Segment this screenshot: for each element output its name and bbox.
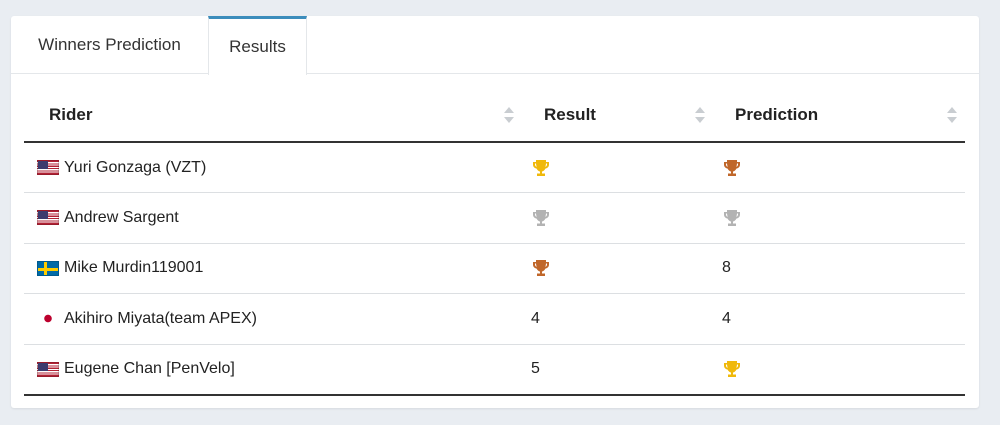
rider-name: Eugene Chan [PenVelo]: [64, 360, 235, 377]
result-cell: 4: [522, 293, 713, 345]
table-row: Andrew Sargent: [24, 192, 965, 244]
prediction-cell: 4: [713, 293, 965, 345]
rank-value: 5: [531, 360, 540, 377]
trophy-bronze-icon: [531, 258, 551, 278]
result-cell: [522, 192, 713, 244]
result-cell: [522, 243, 713, 294]
results-table: Rider Result Prediction Yuri Gonzaga (VZ…: [24, 88, 965, 396]
tab-results[interactable]: Results: [208, 16, 307, 75]
flag-us-icon: [37, 160, 59, 175]
tab-winners-prediction[interactable]: Winners Prediction: [38, 35, 181, 54]
column-header-rider[interactable]: Rider: [24, 88, 522, 143]
prediction-cell: [713, 344, 965, 396]
rider-name: Akihiro Miyata(team APEX): [64, 309, 257, 327]
rider-cell: Eugene Chan [PenVelo]: [24, 344, 522, 396]
results-card: Winners Prediction Results Rider Result …: [11, 16, 979, 408]
rank-value: 8: [722, 259, 731, 277]
rider-cell: Yuri Gonzaga (VZT): [24, 142, 522, 193]
rider-name: Andrew Sargent: [64, 208, 179, 226]
rank-value: 4: [722, 309, 731, 327]
table-header-row: Rider Result Prediction: [24, 88, 965, 143]
flag-us-icon: [37, 361, 59, 377]
flag-sweden-icon: [37, 260, 59, 276]
column-header-label: Rider: [49, 104, 93, 124]
trophy-silver-icon: [531, 208, 551, 228]
trophy-bronze-icon: [722, 158, 742, 178]
rider-cell: Andrew Sargent: [24, 192, 522, 244]
trophy-silver-icon: [722, 208, 742, 228]
table-row: Mike Murdin119001 8: [24, 243, 965, 294]
flag-us-icon: [37, 210, 59, 226]
rider-name: Mike Murdin119001: [64, 259, 204, 277]
trophy-gold-icon: [722, 359, 742, 379]
rider-cell: Mike Murdin119001: [24, 243, 522, 294]
table-row: Eugene Chan [PenVelo] 5: [24, 344, 965, 396]
table-row: Akihiro Miyata(team APEX) 4 4: [24, 293, 965, 345]
column-header-label: Prediction: [735, 104, 819, 124]
rider-cell: Akihiro Miyata(team APEX): [24, 293, 522, 345]
rider-name: Yuri Gonzaga (VZT): [64, 158, 207, 176]
rank-value: 4: [531, 309, 540, 327]
sort-icon[interactable]: [695, 106, 705, 124]
table-row: Yuri Gonzaga (VZT): [24, 142, 965, 193]
column-header-prediction[interactable]: Prediction: [713, 88, 965, 143]
result-cell: [522, 142, 713, 193]
sort-icon[interactable]: [504, 106, 514, 124]
sort-icon[interactable]: [947, 106, 957, 124]
column-header-label: Result: [544, 104, 596, 124]
trophy-gold-icon: [531, 158, 551, 178]
prediction-cell: [713, 142, 965, 193]
column-header-result[interactable]: Result: [522, 88, 713, 143]
flag-japan-icon: [37, 311, 59, 327]
prediction-cell: [713, 192, 965, 244]
result-cell: 5: [522, 344, 713, 396]
tab-bar: Winners Prediction Results: [11, 16, 979, 75]
prediction-cell: 8: [713, 243, 965, 294]
